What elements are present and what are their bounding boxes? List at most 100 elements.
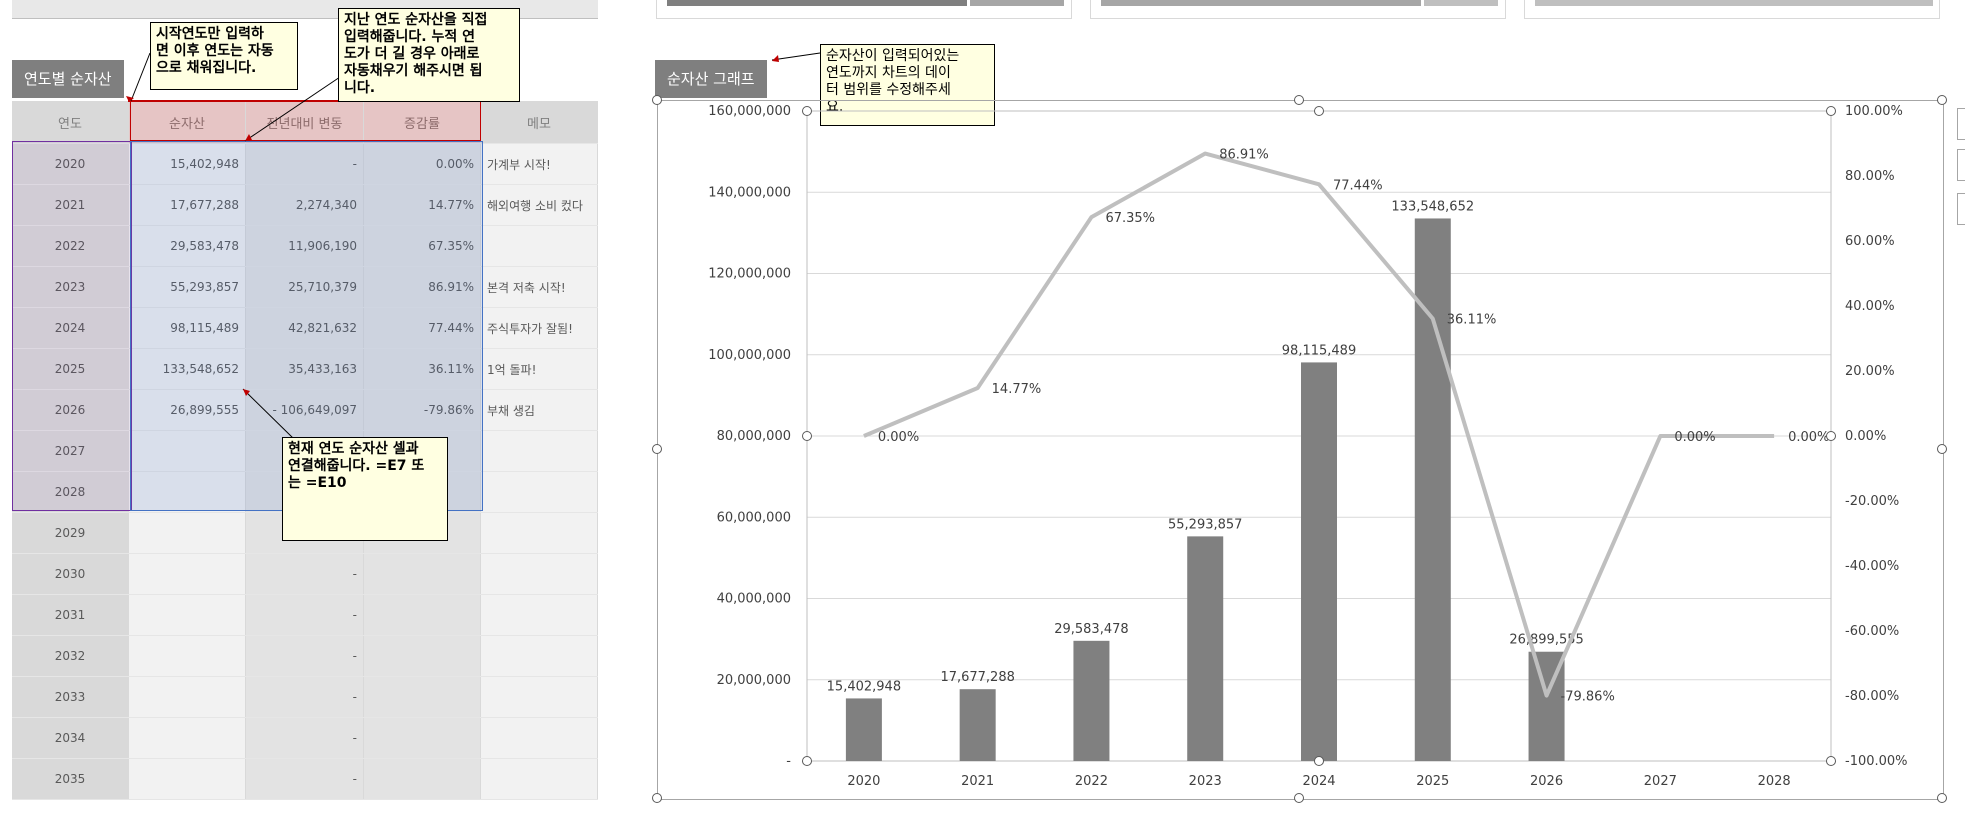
note-past-years[interactable]: 지난 연도 순자산을 직접 입력해줍니다. 누적 연 도가 더 길 경우 아래로… (338, 8, 520, 102)
cell-year[interactable]: 2027 (12, 430, 129, 472)
cell-memo[interactable]: 부채 생김 (480, 389, 598, 431)
cell-change[interactable]: - (245, 717, 364, 759)
chart-handle-bottom-right[interactable] (1937, 793, 1947, 803)
cell-net-assets[interactable] (128, 758, 246, 800)
cell-year[interactable]: 2032 (12, 635, 129, 677)
cell-memo[interactable] (480, 758, 598, 800)
header-change[interactable]: 전년대비 변동 (245, 100, 364, 144)
cell-change[interactable]: - (245, 676, 364, 718)
cell-rate[interactable]: 77.44% (363, 307, 481, 349)
cell-net-assets[interactable] (128, 553, 246, 595)
cell-net-assets[interactable]: 29,583,478 (128, 225, 246, 267)
cell-memo[interactable] (480, 430, 598, 472)
cell-memo[interactable]: 가계부 시작! (480, 143, 598, 185)
cell-change[interactable]: - (245, 635, 364, 677)
cell-year[interactable]: 2033 (12, 676, 129, 718)
cell-memo[interactable] (480, 553, 598, 595)
chart-filters-button[interactable] (1957, 193, 1965, 225)
chart-elements-button[interactable] (1957, 108, 1965, 140)
plot-handle-mid-right[interactable] (1826, 431, 1836, 441)
cell-net-assets[interactable] (128, 430, 246, 472)
cell-rate[interactable]: 67.35% (363, 225, 481, 267)
plot-handle-bottom-left[interactable] (802, 756, 812, 766)
cell-change[interactable]: 35,433,163 (245, 348, 364, 390)
header-year[interactable]: 연도 (12, 101, 129, 144)
cell-rate[interactable] (363, 553, 481, 595)
plot-handle-top-mid[interactable] (1314, 106, 1324, 116)
cell-memo[interactable] (480, 717, 598, 759)
chart-handle-top-right[interactable] (1937, 95, 1947, 105)
header-memo[interactable]: 메모 (480, 101, 598, 144)
cell-rate[interactable] (363, 676, 481, 718)
cell-rate[interactable] (363, 594, 481, 636)
plot-handle-mid-left[interactable] (802, 431, 812, 441)
cell-rate[interactable]: 86.91% (363, 266, 481, 308)
note-chart-range[interactable]: 순자산이 입력되어있는 연도까지 차트의 데이 터 범위를 수정해주세 요. (820, 44, 995, 126)
chart-handle-mid-right[interactable] (1937, 444, 1947, 454)
cell-net-assets[interactable] (128, 594, 246, 636)
cell-year[interactable]: 2031 (12, 594, 129, 636)
plot-handle-bottom-right[interactable] (1826, 756, 1836, 766)
cell-rate[interactable]: 0.00% (363, 143, 481, 185)
cell-net-assets[interactable]: 17,677,288 (128, 184, 246, 226)
cell-change[interactable]: 11,906,190 (245, 225, 364, 267)
cell-net-assets[interactable] (128, 717, 246, 759)
cell-rate[interactable] (363, 717, 481, 759)
chart-handle-bottom-left[interactable] (652, 793, 662, 803)
cell-memo[interactable] (480, 471, 598, 513)
cell-memo[interactable]: 1억 돌파! (480, 348, 598, 390)
cell-net-assets[interactable] (128, 676, 246, 718)
chart-handle-mid-left[interactable] (652, 444, 662, 454)
cell-year[interactable]: 2023 (12, 266, 129, 308)
cell-memo[interactable]: 본격 저축 시작! (480, 266, 598, 308)
chart-handle-top-left[interactable] (652, 95, 662, 105)
cell-rate[interactable] (363, 635, 481, 677)
cell-net-assets[interactable]: 133,548,652 (128, 348, 246, 390)
cell-change[interactable]: 25,710,379 (245, 266, 364, 308)
cell-change[interactable]: - (245, 758, 364, 800)
cell-memo[interactable] (480, 225, 598, 267)
cell-year[interactable]: 2028 (12, 471, 129, 513)
cell-memo[interactable] (480, 594, 598, 636)
cell-net-assets[interactable]: 15,402,948 (128, 143, 246, 185)
cell-year[interactable]: 2029 (12, 512, 129, 554)
chart-styles-button[interactable] (1957, 149, 1965, 181)
cell-change[interactable]: 42,821,632 (245, 307, 364, 349)
cell-year[interactable]: 2030 (12, 553, 129, 595)
cell-memo[interactable]: 주식투자가 잘됨! (480, 307, 598, 349)
cell-change[interactable]: - 106,649,097 (245, 389, 364, 431)
cell-year[interactable]: 2025 (12, 348, 129, 390)
chart-handle-bottom-mid[interactable] (1294, 793, 1304, 803)
note-current-year[interactable]: 현재 연도 순자산 셀과 연결해줍니다. =E7 또 는 =E10 (282, 437, 448, 541)
cell-year[interactable]: 2021 (12, 184, 129, 226)
note-start-year[interactable]: 시작연도만 입력하 면 이후 연도는 자동 으로 채워집니다. (150, 22, 298, 90)
cell-rate[interactable] (363, 758, 481, 800)
cell-net-assets[interactable]: 55,293,857 (128, 266, 246, 308)
cell-net-assets[interactable] (128, 512, 246, 554)
cell-year[interactable]: 2022 (12, 225, 129, 267)
plot-handle-bottom-mid[interactable] (1314, 756, 1324, 766)
cell-memo[interactable]: 해외여행 소비 컸다 (480, 184, 598, 226)
cell-net-assets[interactable] (128, 471, 246, 513)
cell-memo[interactable] (480, 676, 598, 718)
cell-year[interactable]: 2026 (12, 389, 129, 431)
header-net-assets[interactable]: 순자산 (128, 100, 246, 144)
cell-memo[interactable] (480, 635, 598, 677)
cell-year[interactable]: 2024 (12, 307, 129, 349)
cell-change[interactable]: - (245, 553, 364, 595)
cell-year[interactable]: 2020 (12, 143, 129, 185)
cell-change[interactable]: 2,274,340 (245, 184, 364, 226)
cell-rate[interactable]: 14.77% (363, 184, 481, 226)
cell-net-assets[interactable] (128, 635, 246, 677)
cell-net-assets[interactable]: 26,899,555 (128, 389, 246, 431)
cell-year[interactable]: 2034 (12, 717, 129, 759)
cell-year[interactable]: 2035 (12, 758, 129, 800)
plot-handle-top-left[interactable] (802, 106, 812, 116)
cell-memo[interactable] (480, 512, 598, 554)
cell-rate[interactable]: 36.11% (363, 348, 481, 390)
header-rate[interactable]: 증감률 (363, 100, 481, 144)
cell-change[interactable]: - (245, 594, 364, 636)
chart-handle-top-mid[interactable] (1294, 95, 1304, 105)
plot-handle-top-right[interactable] (1826, 106, 1836, 116)
